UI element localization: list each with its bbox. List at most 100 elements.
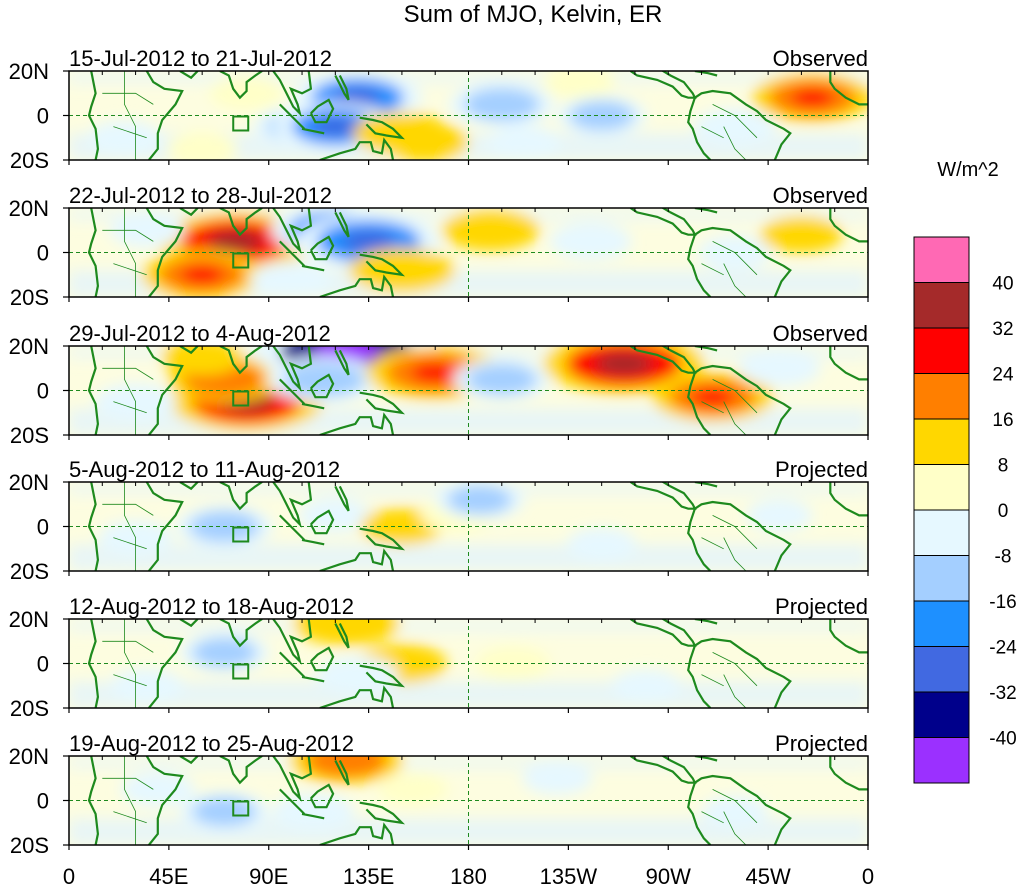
coastline (272, 71, 313, 117)
anomaly-blob (308, 619, 385, 640)
country-border (102, 367, 154, 380)
anomaly-blob (576, 532, 627, 557)
colorbar-swatch (913, 737, 970, 784)
panel-date-range: 19-Aug-2012 to 25-Aug-2012 (69, 731, 354, 756)
coastline (694, 89, 792, 160)
x-tick-label: 90W (646, 864, 691, 889)
coastline (334, 74, 350, 101)
country-border (701, 126, 724, 139)
colorbar-label: -40 (989, 729, 1016, 750)
coastline (279, 240, 306, 267)
coastline (319, 412, 395, 435)
x-tick-label: 45W (746, 864, 791, 889)
colorbar-label: 32 (992, 319, 1013, 340)
y-tick-label: 0 (37, 241, 49, 266)
coastline (359, 116, 406, 140)
coastline (87, 619, 100, 708)
coastline (359, 253, 406, 277)
panel-date-range: 29-Jul-2012 to 4-Aug-2012 (69, 321, 331, 346)
y-tick-label: 20N (9, 334, 49, 359)
coastline (87, 208, 100, 297)
y-tick-label: 0 (37, 104, 49, 129)
chart-title: Sum of MJO, Kelvin, ER (404, 1, 663, 28)
country-border (113, 811, 147, 824)
coastline (334, 760, 350, 786)
coastline (279, 378, 306, 405)
coastlines (87, 619, 868, 708)
panel-status: Projected (775, 594, 868, 619)
box-marker (232, 526, 250, 543)
box-marker (232, 663, 250, 680)
anomaly-blob (455, 214, 526, 246)
anomaly-blob (261, 265, 321, 293)
coastline (629, 208, 697, 236)
anomaly-blob (466, 363, 537, 395)
coastline (687, 372, 712, 435)
coastline (694, 774, 792, 845)
country-border (723, 126, 747, 160)
anomaly-blob-core (334, 88, 381, 108)
colorbar-swatch (913, 646, 970, 693)
coastline (145, 482, 184, 571)
anomaly-blob (750, 354, 809, 382)
anomaly-blob (306, 756, 387, 778)
coastline (145, 346, 184, 435)
coastline (145, 71, 184, 160)
y-tick-label: 20S (10, 148, 49, 173)
x-tick-label: 0 (63, 864, 75, 889)
anomaly-blob (98, 125, 151, 151)
coastline (334, 211, 350, 238)
coastline (87, 346, 100, 435)
colorbar-swatch (913, 373, 970, 420)
coastline (309, 509, 335, 535)
coastline (272, 346, 313, 392)
anomaly-blob (177, 136, 228, 160)
panel-status: Observed (773, 321, 868, 346)
country-border (102, 503, 154, 516)
country-border (124, 208, 136, 297)
y-tick-label: 20N (9, 607, 49, 632)
coastlines (87, 482, 868, 571)
anomaly-blob-core (342, 230, 395, 252)
colorbar-label: 40 (992, 274, 1013, 295)
anomaly-blob (705, 113, 765, 141)
anomaly-blob (447, 485, 512, 515)
coastline (179, 71, 199, 80)
coastline (694, 226, 792, 297)
coastline (334, 485, 350, 512)
panel-2: 20N 0 20S 22-Jul-2012 to 28-Jul-2012 Observe… (9, 183, 869, 310)
coastline (301, 402, 325, 410)
colorbar-label: -8 (995, 547, 1012, 568)
anomaly-blobs (69, 482, 868, 571)
y-tick-label: 20S (10, 833, 49, 858)
coastline (219, 756, 263, 785)
coastline (629, 482, 697, 510)
panel-6: 20N 0 20S 19-Aug-2012 to 25-Aug-2012 Project… (9, 731, 869, 858)
coastline (219, 346, 263, 375)
coastline (309, 373, 335, 399)
coastline (319, 685, 395, 708)
country-border (701, 263, 724, 276)
y-tick-label: 20S (10, 559, 49, 584)
coastline (829, 346, 868, 381)
colorbar-label: 0 (998, 501, 1009, 522)
country-border (113, 126, 147, 139)
country-border (723, 401, 747, 435)
coastline (145, 619, 184, 708)
coastline (309, 783, 335, 809)
colorbar-label: 8 (998, 456, 1009, 477)
coastline (272, 619, 313, 665)
country-border (723, 537, 747, 571)
anomaly-blob (388, 777, 439, 802)
colorbar-label: -16 (989, 592, 1016, 613)
anomaly-blob (464, 88, 540, 121)
anomaly-blob (283, 362, 365, 397)
country-border (124, 756, 136, 845)
coastline (145, 208, 184, 297)
panel-status: Observed (773, 46, 868, 71)
coastline (87, 756, 100, 845)
x-tick-label: 90E (249, 864, 288, 889)
panel-3: 20N 0 20S 29-Jul-2012 to 4-Aug-2012 Observed (9, 321, 869, 448)
coastline (687, 508, 712, 571)
coastline (829, 756, 868, 791)
